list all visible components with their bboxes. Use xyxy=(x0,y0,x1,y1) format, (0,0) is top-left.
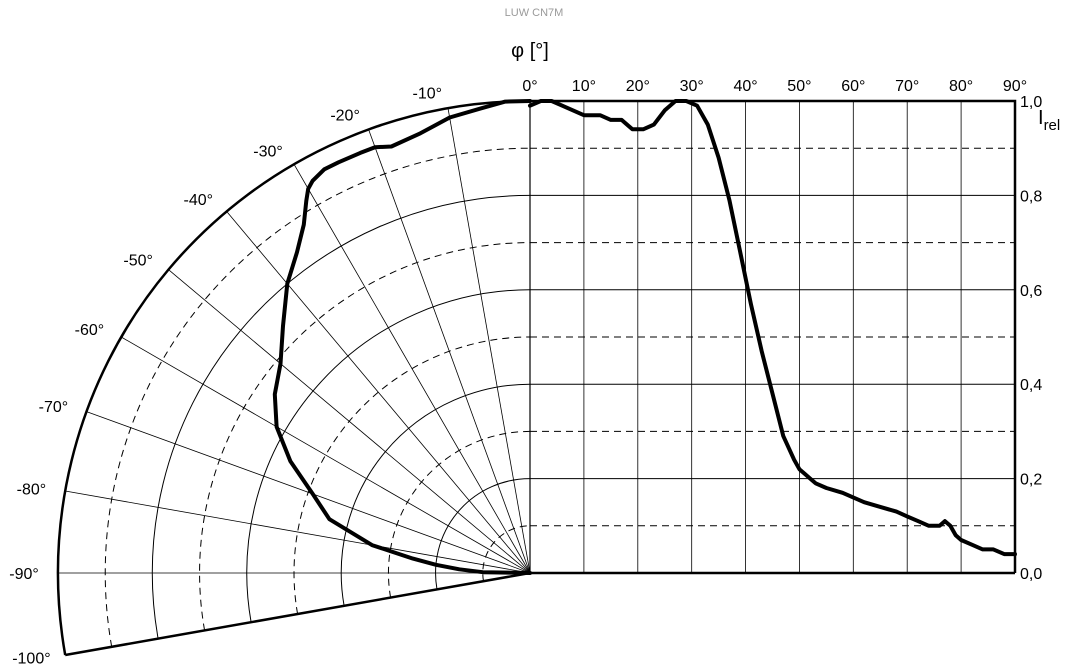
x-tick-label: 80° xyxy=(949,78,973,95)
polar-tick-label: -80° xyxy=(17,481,47,498)
polar-grid-arc xyxy=(104,147,531,647)
frame-base xyxy=(64,571,1015,657)
polar-tick-label: -50° xyxy=(123,252,153,269)
polar-series-line xyxy=(272,99,532,575)
y-tick-label: 0,0 xyxy=(1020,566,1042,583)
polar-tick-label: -20° xyxy=(330,107,360,124)
polar-axis-label: φ [°] xyxy=(511,40,549,62)
y-tick-label: 0,8 xyxy=(1020,188,1042,205)
y-tick-label: 0,4 xyxy=(1020,377,1042,394)
x-tick-label: 40° xyxy=(733,78,757,95)
polar-tick-label: -100° xyxy=(12,651,50,668)
y-tick-label: 0,2 xyxy=(1020,472,1042,489)
y-axis-label: Irel xyxy=(1038,107,1060,134)
chart-frame xyxy=(56,99,1017,657)
polar-grid-spoke xyxy=(368,129,531,574)
polar-tick-label: -10° xyxy=(413,85,443,102)
polar-tick-label: -70° xyxy=(39,399,69,416)
series-line xyxy=(528,99,1017,557)
x-tick-label: 60° xyxy=(841,78,865,95)
x-tick-label: 90° xyxy=(1003,78,1027,95)
rect-grid xyxy=(530,101,1015,573)
polar-grid-spoke xyxy=(226,211,531,574)
y-tick-label: 1,0 xyxy=(1020,94,1042,111)
polar-grid-spoke xyxy=(168,269,531,574)
polar-grid-spoke xyxy=(447,108,531,574)
frame-outer xyxy=(56,99,1017,656)
polar-grid-spoke xyxy=(293,164,531,574)
polar-grid-spoke xyxy=(121,336,531,574)
polar-tick-label: -40° xyxy=(184,192,214,209)
curves xyxy=(272,99,1017,575)
polar-grid-spoke xyxy=(86,411,531,574)
y-tick-label: 0,6 xyxy=(1020,283,1042,300)
tick-labels: 0° 10° 20° 30° 40° 50° 60° 70° 80° 90° 0,0 0,2 0,4 0,… xyxy=(9,78,1042,668)
polar-tick-label: -60° xyxy=(75,322,105,339)
polar-tick-label: -30° xyxy=(253,143,283,160)
x-tick-label: 70° xyxy=(895,78,919,95)
polar-grid-spoke xyxy=(65,490,531,574)
x-tick-label: 0° xyxy=(522,78,537,95)
x-tick-label: 10° xyxy=(572,78,596,95)
polar-grid xyxy=(58,108,531,647)
x-tick-label: 50° xyxy=(787,78,811,95)
polar-tick-label: -90° xyxy=(9,566,39,583)
x-tick-label: 30° xyxy=(680,78,704,95)
x-tick-label: 20° xyxy=(626,78,650,95)
chart-title: LUW CN7M xyxy=(505,7,564,19)
